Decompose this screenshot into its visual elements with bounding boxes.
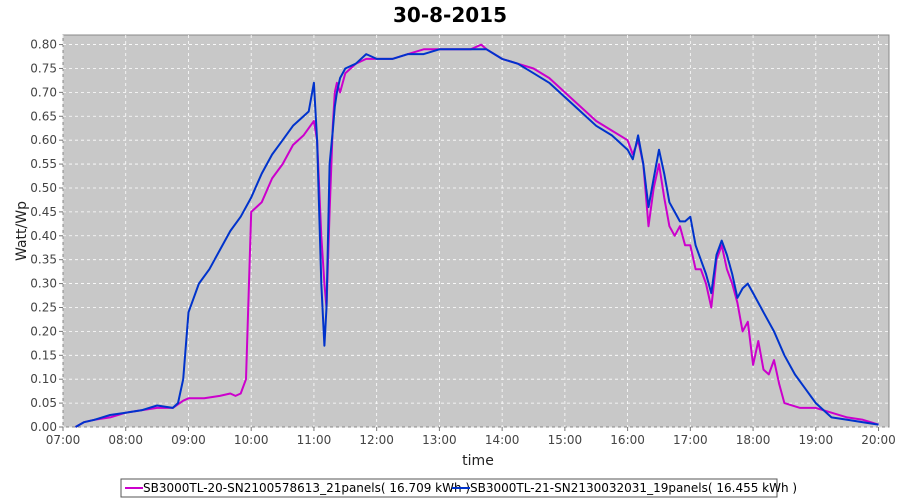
y-tick-label: 0.45 <box>30 205 57 219</box>
legend: SB3000TL-20-SN2100578613_21panels( 16.70… <box>120 478 797 498</box>
x-tick-label: 18:00 <box>736 433 771 447</box>
x-tick-label: 17:00 <box>673 433 708 447</box>
y-tick-label: 0.05 <box>30 396 57 410</box>
x-tick-label: 10:00 <box>234 433 269 447</box>
y-tick-label: 0.25 <box>30 300 57 314</box>
x-tick-label: 19:00 <box>799 433 834 447</box>
y-tick-label: 0.10 <box>30 372 57 386</box>
x-axis-label: time <box>462 453 494 469</box>
x-tick-label: 13:00 <box>422 433 457 447</box>
legend-entry-series-2: SB3000TL-21-SN2130032031_19panels( 16.45… <box>470 481 797 495</box>
series-lines <box>75 43 879 428</box>
x-tick-label: 20:00 <box>861 433 896 447</box>
y-tick-label: 0.15 <box>30 348 57 362</box>
plot-area <box>62 34 890 428</box>
y-tick-label: 0.35 <box>30 253 57 267</box>
y-axis: 0.00 0.05 0.10 0.15 0.20 0.25 0.30 0.35 0.40 0.45… <box>30 38 63 434</box>
x-tick-label: 11:00 <box>297 433 332 447</box>
x-tick-label: 12:00 <box>359 433 394 447</box>
legend-entry-series-1: SB3000TL-20-SN2100578613_21panels( 16.70… <box>143 481 470 495</box>
y-tick-label: 0.70 <box>30 85 57 99</box>
x-tick-label: 16:00 <box>610 433 645 447</box>
y-tick-label: 0.00 <box>30 420 57 434</box>
y-tick-label: 0.75 <box>30 61 57 75</box>
y-tick-label: 0.60 <box>30 133 57 147</box>
series-line-2 <box>75 48 879 428</box>
x-tick-label: 07:00 <box>46 433 81 447</box>
x-axis: 07:00 08:00 09:00 10:00 11:00 12:00 13:00 14:00… <box>46 427 896 447</box>
y-tick-label: 0.20 <box>30 324 57 338</box>
chart-title: 30-8-2015 <box>393 3 507 27</box>
x-tick-label: 15:00 <box>548 433 583 447</box>
x-tick-label: 09:00 <box>171 433 206 447</box>
y-axis-label: Watt/Wp <box>14 201 30 261</box>
y-tick-label: 0.40 <box>30 229 57 243</box>
legend-box <box>120 478 778 498</box>
y-tick-label: 0.65 <box>30 109 57 123</box>
y-tick-label: 0.80 <box>30 38 57 52</box>
y-tick-label: 0.55 <box>30 157 57 171</box>
y-tick-label: 0.30 <box>30 277 57 291</box>
x-tick-label: 14:00 <box>485 433 520 447</box>
x-tick-label: 08:00 <box>108 433 143 447</box>
y-tick-label: 0.50 <box>30 181 57 195</box>
